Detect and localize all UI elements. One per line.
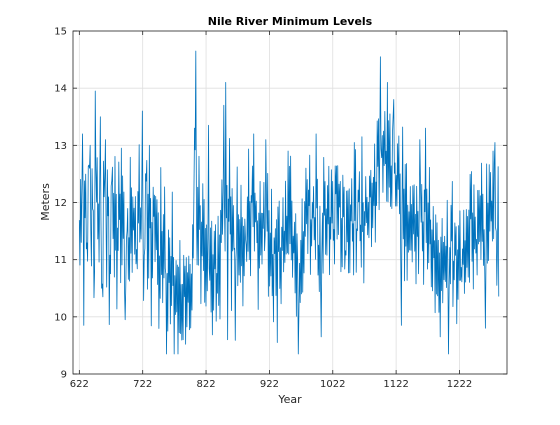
series-line	[78, 50, 500, 355]
x-tick-label: 822	[197, 379, 216, 390]
y-tick-label: 9	[61, 370, 67, 381]
y-tick-label: 10	[54, 312, 67, 323]
x-axis-label: Year	[277, 393, 302, 406]
x-tick-label: 922	[260, 379, 279, 390]
y-tick-label: 14	[54, 84, 67, 95]
y-tick-label: 13	[54, 141, 67, 152]
x-tick-label: 1222	[447, 379, 472, 390]
y-tick-labels: 9 10 11 12 13 14 15	[54, 27, 67, 381]
x-tick-labels: 622 722 822 922 1022 1122 1222	[70, 379, 472, 390]
series-layer	[78, 50, 500, 355]
chart-title: Nile River Minimum Levels	[208, 15, 373, 28]
y-axis-label: Meters	[39, 183, 52, 221]
x-tick-label: 722	[133, 379, 152, 390]
y-tick-label: 11	[54, 255, 67, 266]
x-tick-label: 622	[70, 379, 89, 390]
x-tick-label: 1122	[383, 379, 408, 390]
tick-marks	[73, 30, 507, 375]
y-tick-label: 12	[54, 198, 67, 209]
y-tick-label: 15	[54, 27, 67, 38]
x-tick-label: 1022	[320, 379, 345, 390]
